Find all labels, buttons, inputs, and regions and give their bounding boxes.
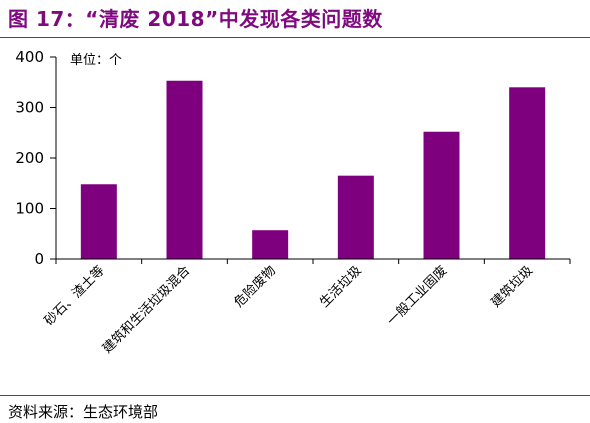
bar-2	[166, 80, 203, 259]
x-category-label: 生活垃圾	[317, 263, 364, 310]
x-category-label: 砂石、渣土等	[41, 263, 107, 329]
y-tick-label: 200	[15, 149, 44, 167]
source-note: 资料来源：生态环境部	[8, 403, 159, 421]
x-category-label: 危险废物	[231, 263, 279, 311]
x-category-label: 建筑和生活垃圾混合	[99, 263, 193, 357]
y-axis-ticks: 0 100 200 300 400	[15, 48, 56, 268]
bar-4	[337, 175, 374, 259]
y-tick-label: 100	[15, 200, 44, 218]
y-tick-label: 400	[15, 48, 44, 66]
title-divider	[0, 37, 590, 38]
x-category-label: 建筑垃圾	[488, 263, 536, 311]
y-tick-label: 300	[15, 99, 44, 117]
bar-series	[80, 80, 546, 259]
y-tick-label: 0	[34, 250, 44, 268]
axes	[55, 57, 571, 264]
bar-1	[80, 184, 117, 259]
bar-3	[252, 230, 289, 259]
unit-label: 单位：个	[70, 53, 122, 68]
bar-6	[509, 87, 546, 259]
bar-5	[423, 131, 460, 259]
x-category-label: 一般工业固废	[384, 263, 450, 329]
source-divider	[0, 395, 590, 396]
figure-title: 图 17：“清废 2018”中发现各类问题数	[8, 7, 383, 31]
